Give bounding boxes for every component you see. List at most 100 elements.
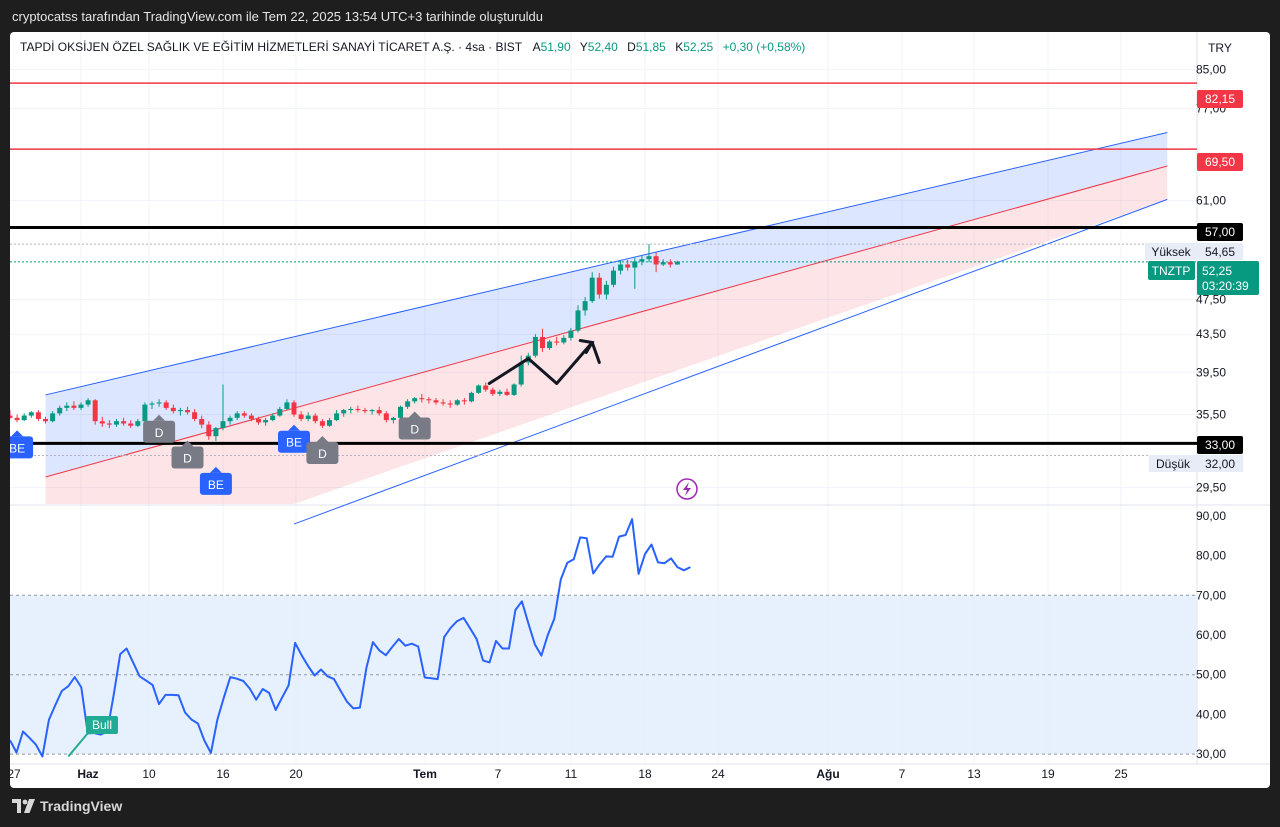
candle-body bbox=[71, 405, 77, 408]
rsi-tick-label: 90,00 bbox=[1196, 509, 1226, 523]
price-tick-label: 61,00 bbox=[1196, 194, 1226, 208]
marker-label: BE bbox=[286, 436, 302, 450]
candle bbox=[149, 401, 155, 409]
candle-body bbox=[653, 256, 659, 265]
marker-d: D bbox=[143, 414, 176, 443]
candle-body bbox=[611, 270, 616, 285]
svg-text:Düşük: Düşük bbox=[1156, 457, 1191, 471]
channel-lower-fill bbox=[45, 165, 1168, 504]
marker-box bbox=[10, 436, 34, 459]
candle bbox=[461, 398, 467, 405]
candle-body bbox=[476, 385, 482, 393]
time-tick-label: 11 bbox=[565, 767, 578, 781]
low-value: 51,85 bbox=[636, 40, 666, 54]
candle-body bbox=[469, 392, 474, 402]
candle bbox=[483, 382, 489, 392]
candle-body bbox=[483, 385, 489, 390]
candle-body bbox=[14, 417, 20, 421]
candle-body bbox=[575, 310, 581, 331]
marker-d: D bbox=[398, 411, 431, 440]
svg-text:69,50: 69,50 bbox=[1205, 155, 1235, 169]
candle bbox=[511, 383, 517, 397]
candle-body bbox=[369, 410, 375, 412]
candle-body bbox=[35, 412, 41, 419]
price-tick-label: 35,50 bbox=[1196, 407, 1226, 421]
candle bbox=[490, 387, 496, 397]
zigzag-drawing[interactable] bbox=[487, 338, 601, 385]
candlestick-series bbox=[10, 244, 680, 441]
candle-body bbox=[348, 408, 354, 411]
candle bbox=[163, 400, 169, 411]
candle-body bbox=[568, 330, 574, 338]
candle-body bbox=[298, 414, 304, 419]
rsi-tick-label: 70,00 bbox=[1196, 588, 1226, 602]
zigzag-line bbox=[487, 340, 601, 385]
candle bbox=[298, 411, 304, 422]
candle bbox=[156, 399, 162, 407]
horizontal-levels[interactable] bbox=[10, 82, 1197, 456]
candle-body bbox=[511, 384, 517, 395]
svg-text:32,00: 32,00 bbox=[1205, 457, 1235, 471]
candle-body bbox=[170, 407, 176, 412]
candle bbox=[355, 405, 361, 413]
symbol-name: TAPDİ OKSİJEN ÖZEL SAĞLIK VE EĞİTİM HİZM… bbox=[20, 39, 523, 54]
marker-pointer bbox=[153, 414, 166, 421]
tradingview-logo-icon bbox=[12, 799, 35, 813]
bull-annotation[interactable]: Bull bbox=[86, 716, 118, 734]
candle-body bbox=[163, 402, 169, 408]
time-tick-label: 16 bbox=[216, 767, 230, 781]
tag-session-high: Yüksek 54,65 bbox=[1145, 243, 1243, 260]
candle-body bbox=[263, 420, 269, 423]
candle-body bbox=[497, 391, 503, 394]
lightning-icon[interactable] bbox=[676, 478, 698, 500]
footer: TradingView bbox=[0, 790, 1280, 827]
candle bbox=[426, 397, 432, 404]
candle-body bbox=[547, 341, 553, 349]
candle bbox=[653, 252, 659, 273]
price-tick-label: 47,50 bbox=[1196, 292, 1226, 306]
chart-panel[interactable]: BE D D BE BE D D 85,00 77,00 61,00 47,50 43,50 39,5… bbox=[10, 32, 1270, 788]
marker-pointer bbox=[316, 436, 329, 443]
candle-body bbox=[192, 412, 198, 419]
marker-label: D bbox=[410, 423, 419, 437]
rsi-tick-label: 40,00 bbox=[1196, 707, 1226, 721]
candle bbox=[85, 398, 91, 407]
candle-body bbox=[554, 341, 560, 343]
candle-body bbox=[383, 413, 389, 421]
candle-body bbox=[319, 421, 325, 426]
candle bbox=[383, 411, 389, 423]
signal-markers[interactable]: BE D D BE BE D D bbox=[10, 411, 431, 495]
price-tick-label: 39,50 bbox=[1196, 365, 1226, 379]
time-tick-label: Haz bbox=[77, 767, 98, 781]
candle-body bbox=[433, 400, 439, 403]
time-tick-label: 24 bbox=[711, 767, 725, 781]
candle-body bbox=[461, 400, 467, 402]
candle bbox=[469, 391, 474, 403]
candle-body bbox=[28, 412, 34, 416]
regression-channel[interactable] bbox=[45, 131, 1168, 525]
tradingview-logo[interactable]: TradingView bbox=[12, 798, 122, 814]
candle-body bbox=[241, 413, 247, 416]
marker-label: D bbox=[155, 426, 164, 440]
candle bbox=[568, 327, 574, 341]
candle bbox=[213, 426, 219, 441]
svg-text:TNZTP: TNZTP bbox=[1152, 264, 1191, 278]
candle bbox=[57, 405, 63, 416]
candle-body bbox=[177, 410, 183, 412]
tradingview-logo-text: TradingView bbox=[40, 798, 123, 814]
candle-body bbox=[440, 402, 446, 404]
candle-body bbox=[390, 417, 396, 421]
candle bbox=[234, 411, 240, 421]
marker-pointer bbox=[11, 430, 24, 437]
candle bbox=[305, 412, 311, 422]
candle bbox=[667, 259, 673, 268]
candle bbox=[596, 272, 602, 299]
price-axis[interactable]: 85,0077,0061,0047,5043,5039,5035,5029,50… bbox=[1196, 63, 1226, 761]
candle bbox=[497, 389, 503, 397]
time-axis[interactable]: 27 Haz 10 16 20 Tem 7 11 18 24 Ağu 7 13 19 25 bbox=[10, 767, 1128, 781]
candle bbox=[554, 336, 560, 346]
candle bbox=[504, 388, 510, 397]
candle bbox=[639, 255, 645, 266]
candle bbox=[398, 405, 403, 419]
